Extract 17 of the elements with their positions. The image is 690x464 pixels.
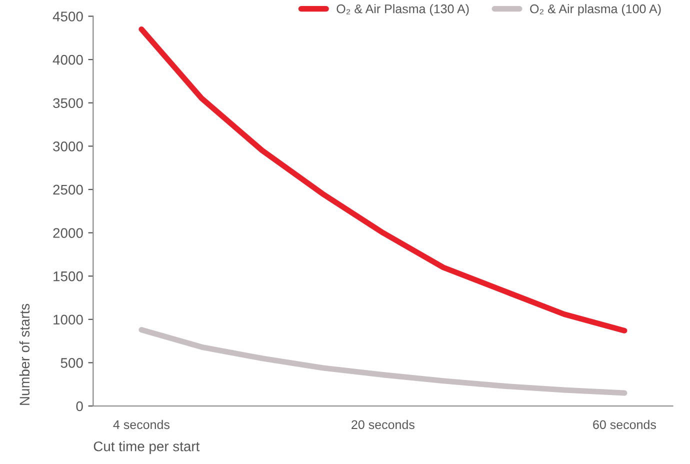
y-tick-label: 3500: [53, 98, 83, 108]
y-tick-label: 500: [60, 358, 83, 368]
x-tick-label: 4 seconds: [113, 420, 170, 430]
y-tick-label: 2500: [53, 184, 83, 195]
y-axis-title: Number of starts: [19, 304, 30, 405]
y-tick-label: 1000: [54, 314, 83, 325]
legend-label: O₂ & Air plasma (100 A): [530, 4, 661, 16]
legend-label: O₂ & Air Plasma (130 A): [336, 4, 469, 16]
y-tick-label: 2000: [53, 228, 83, 238]
x-tick-label: 60 seconds: [593, 420, 656, 430]
y-tick-label: 1500: [54, 271, 83, 282]
y-tick-label: 3000: [53, 141, 83, 152]
x-tick-label: 20 seconds: [352, 420, 414, 430]
x-axis-title: Cut time per start: [94, 441, 200, 454]
y-tick-label: 4000: [52, 54, 83, 65]
y-tick-label: 0: [76, 401, 83, 412]
y-tick-label: 4500: [52, 12, 83, 22]
